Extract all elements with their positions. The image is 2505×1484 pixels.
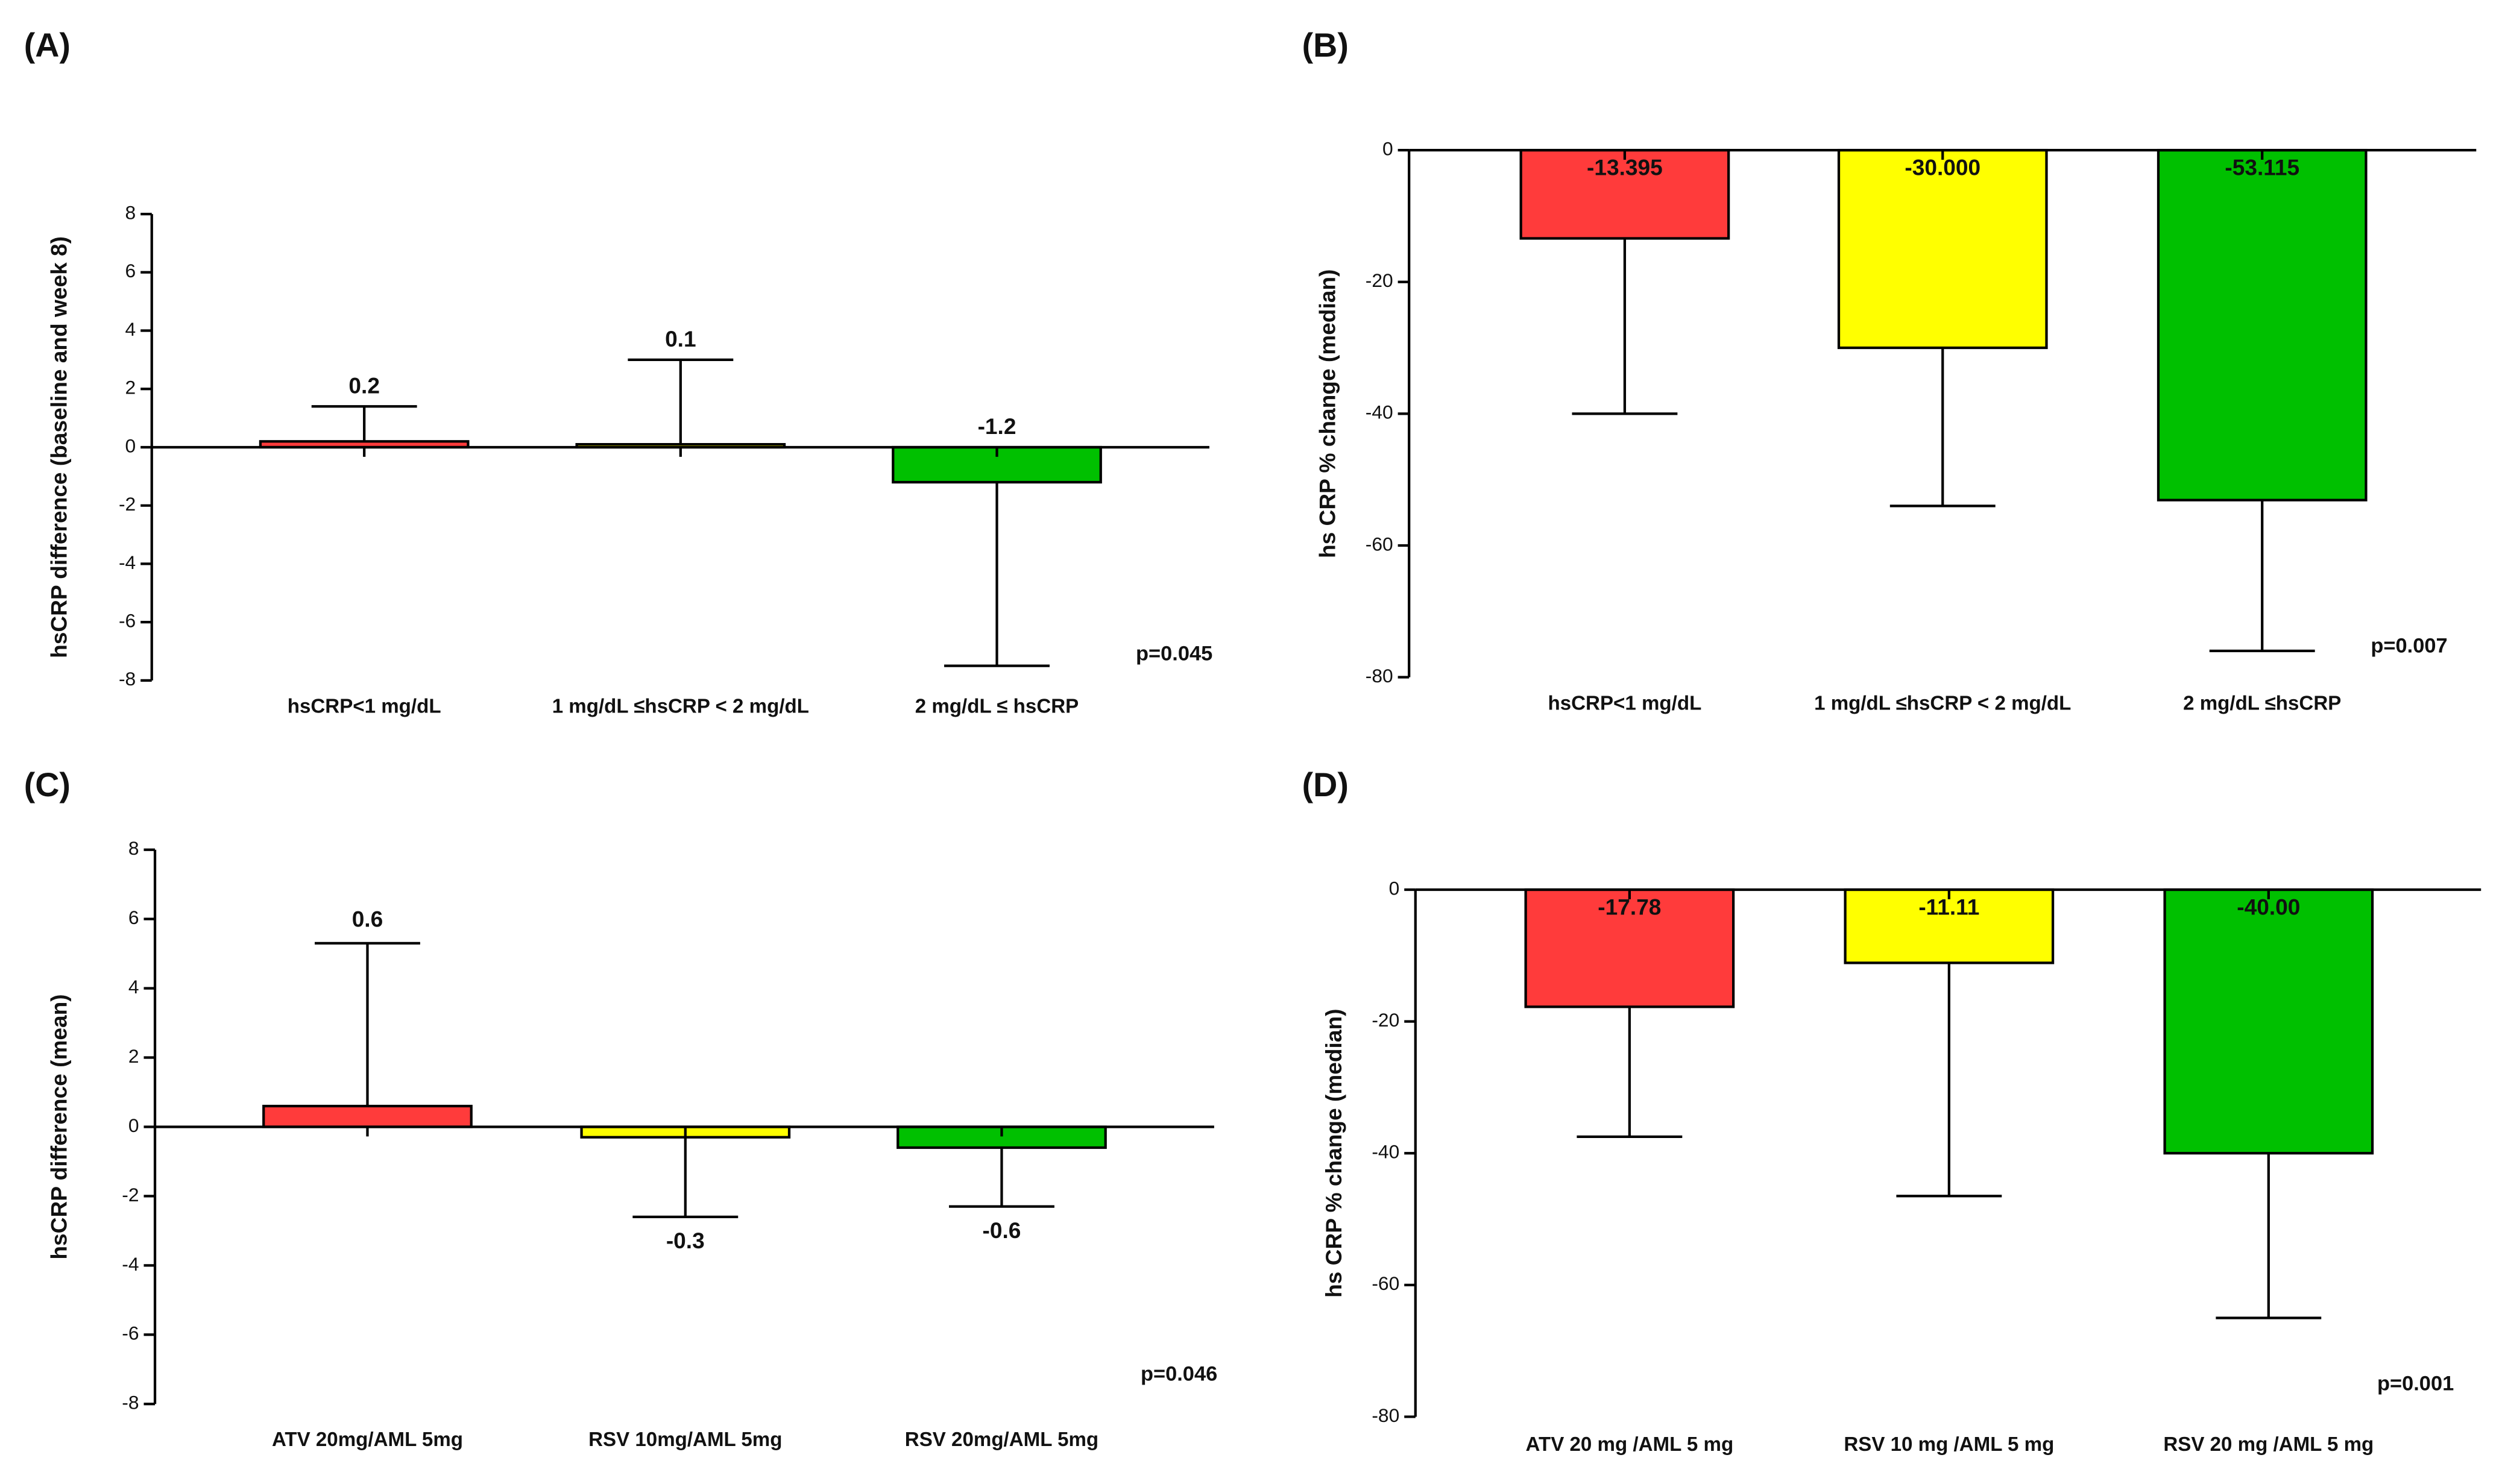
panel-label: (A) xyxy=(24,27,71,64)
y-tick-label: -2 xyxy=(119,493,136,515)
p-value: p=0.045 xyxy=(1136,643,1212,665)
x-tick-label: 1 mg/dL ≤hsCRP < 2 mg/dL xyxy=(552,696,809,718)
y-tick-label: 6 xyxy=(125,260,136,281)
bar xyxy=(1837,148,2048,350)
y-tick-label: -8 xyxy=(122,1392,139,1413)
x-tick-label: ATV 20 mg /AML 5 mg xyxy=(1526,1433,1734,1456)
bar xyxy=(2163,888,2374,1155)
y-tick-label: -6 xyxy=(122,1322,139,1344)
y-tick-label: -8 xyxy=(119,668,136,690)
y-tick-label: 0 xyxy=(125,435,136,456)
y-tick-label: 4 xyxy=(125,318,136,340)
y-tick-label: 8 xyxy=(128,837,139,859)
panel-label: (D) xyxy=(1302,766,1349,803)
y-tick-label: -20 xyxy=(1372,1009,1399,1031)
value-label: 0.6 xyxy=(352,907,383,932)
bar xyxy=(892,445,1102,484)
x-tick-label: 2 mg/dL ≤ hsCRP xyxy=(915,696,1079,718)
x-tick-label: RSV 20mg/AML 5mg xyxy=(905,1429,1098,1451)
y-tick-label: 6 xyxy=(128,907,139,928)
x-tick-label: RSV 20 mg /AML 5 mg xyxy=(2163,1433,2374,1456)
y-tick-label: 8 xyxy=(125,201,136,223)
y-tick-label: -80 xyxy=(1372,1404,1399,1426)
y-tick-label: -4 xyxy=(122,1253,139,1275)
x-tick-label: hsCRP<1 mg/dL xyxy=(1548,692,1702,714)
bar xyxy=(2157,148,2368,501)
y-axis-label: hsCRP difference (baseline and week 8) xyxy=(46,236,71,658)
y-tick-label: 2 xyxy=(125,377,136,398)
x-tick-label: 2 mg/dL ≤hsCRP xyxy=(2183,692,2341,714)
y-tick-label: -20 xyxy=(1366,269,1393,291)
y-tick-label: -4 xyxy=(119,552,136,573)
value-label: -0.3 xyxy=(666,1228,705,1253)
value-label: -1.2 xyxy=(978,413,1016,439)
value-label: 0.1 xyxy=(665,326,696,351)
x-tick-label: 1 mg/dL ≤hsCRP < 2 mg/dL xyxy=(1814,692,2071,714)
p-value: p=0.001 xyxy=(2377,1372,2454,1395)
value-label: 0.2 xyxy=(348,373,380,398)
y-tick-label: -6 xyxy=(119,610,136,632)
y-tick-label: 2 xyxy=(128,1045,139,1067)
panel-label: (B) xyxy=(1302,27,1349,64)
x-tick-label: hsCRP<1 mg/dL xyxy=(288,696,441,718)
y-tick-label: -80 xyxy=(1366,665,1393,687)
p-value: p=0.007 xyxy=(2371,634,2447,657)
y-tick-label: 0 xyxy=(128,1115,139,1136)
value-label: -0.6 xyxy=(983,1218,1021,1243)
bar xyxy=(1519,148,1730,240)
x-tick-label: ATV 20mg/AML 5mg xyxy=(272,1429,463,1451)
y-tick-label: -60 xyxy=(1372,1272,1399,1294)
y-tick-label: -40 xyxy=(1372,1141,1399,1163)
bar xyxy=(262,1104,473,1128)
x-tick-label: RSV 10 mg /AML 5 mg xyxy=(1844,1433,2054,1456)
y-tick-label: -60 xyxy=(1366,533,1393,555)
y-axis-label: hs CRP % change (median) xyxy=(1314,269,1340,558)
y-tick-label: 0 xyxy=(1382,137,1393,159)
y-tick-label: -40 xyxy=(1366,401,1393,423)
y-tick-label: 4 xyxy=(128,976,139,998)
x-tick-label: RSV 10mg/AML 5mg xyxy=(588,1429,782,1451)
y-tick-label: -2 xyxy=(122,1184,139,1206)
y-tick-label: 0 xyxy=(1389,877,1400,899)
panel-label: (C) xyxy=(24,766,71,803)
p-value: p=0.046 xyxy=(1141,1363,1217,1386)
y-axis-label: hsCRP difference (mean) xyxy=(46,994,71,1259)
y-axis-label: hs CRP % change (median) xyxy=(1321,1009,1346,1298)
